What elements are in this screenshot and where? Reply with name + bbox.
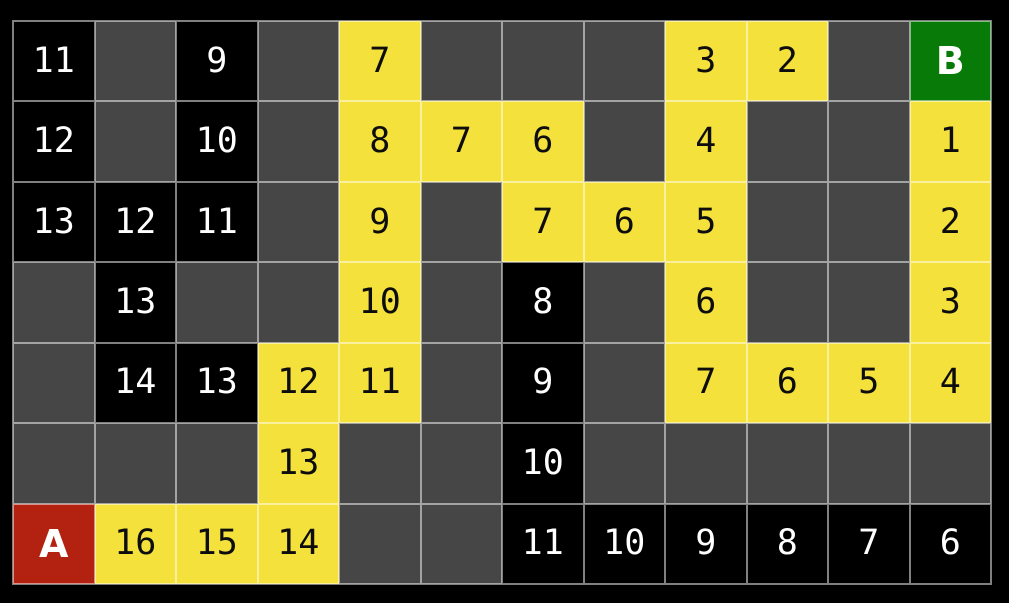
grid-cell-r7-c4[interactable]: 14: [257, 503, 339, 584]
grid-cell-r5-c9[interactable]: 7: [665, 342, 747, 424]
grid-cell-r7-c5[interactable]: [339, 503, 421, 584]
grid-cell-r7-c11[interactable]: 7: [828, 503, 910, 584]
grid-cell-r1-c1[interactable]: 11: [13, 21, 95, 102]
grid-cell-r4-c4[interactable]: [257, 262, 339, 343]
grid-cell-r2-c3[interactable]: 10: [176, 101, 258, 182]
grid-cell-r7-c3[interactable]: 15: [176, 503, 258, 584]
grid-cell-r2-c10[interactable]: [746, 101, 828, 182]
grid-cell-r5-c5[interactable]: 11: [339, 342, 421, 424]
grid-cell-r2-c8[interactable]: [583, 101, 665, 182]
grid-cell-r1-c2[interactable]: [94, 21, 176, 102]
grid-cell-r3-c2[interactable]: 12: [94, 181, 176, 263]
grid-cell-r5-c10[interactable]: 6: [746, 342, 828, 424]
grid-cell-r3-c12[interactable]: 2: [909, 181, 991, 263]
grid-cell-r2-c11[interactable]: [828, 101, 910, 182]
grid-cell-r6-c11[interactable]: [828, 423, 910, 504]
grid-cell-r2-c9[interactable]: 4: [665, 101, 747, 182]
grid-cell-r6-c5[interactable]: [339, 423, 421, 504]
grid-cell-r3-c4[interactable]: [257, 181, 339, 263]
grid-cell-r4-c7[interactable]: 8: [502, 262, 584, 343]
grid-cell-r3-c1[interactable]: 13: [13, 181, 95, 263]
grid-cell-r5-c4[interactable]: 12: [257, 342, 339, 424]
grid-cell-r6-c9[interactable]: [665, 423, 747, 504]
grid-cell-r4-c6[interactable]: [420, 262, 502, 343]
grid-cell-r6-c7[interactable]: 10: [502, 423, 584, 504]
grid-cell-r1-c10[interactable]: 2: [746, 21, 828, 102]
grid-cell-r3-c9[interactable]: 5: [665, 181, 747, 263]
start-cell-r7-c1[interactable]: A: [13, 503, 95, 584]
grid-cell-r1-c8[interactable]: [583, 21, 665, 102]
grid-cell-r4-c8[interactable]: [583, 262, 665, 343]
grid-cell-r3-c10[interactable]: [746, 181, 828, 263]
grid-cell-r6-c3[interactable]: [176, 423, 258, 504]
grid-cell-r6-c1[interactable]: [13, 423, 95, 504]
grid-cell-r5-c11[interactable]: 5: [828, 342, 910, 424]
grid-cell-r3-c7[interactable]: 7: [502, 181, 584, 263]
grid-cell-r7-c9[interactable]: 9: [665, 503, 747, 584]
grid-cell-r4-c12[interactable]: 3: [909, 262, 991, 343]
grid-cell-r3-c6[interactable]: [420, 181, 502, 263]
grid-cell-r1-c6[interactable]: [420, 21, 502, 102]
grid-cell-r7-c7[interactable]: 11: [502, 503, 584, 584]
grid-cell-r4-c2[interactable]: 13: [94, 262, 176, 343]
grid-cell-r4-c9[interactable]: 6: [665, 262, 747, 343]
grid-cell-r6-c10[interactable]: [746, 423, 828, 504]
grid-cell-r2-c7[interactable]: 6: [502, 101, 584, 182]
grid-cell-r4-c3[interactable]: [176, 262, 258, 343]
grid-cell-r5-c3[interactable]: 13: [176, 342, 258, 424]
grid-cell-r4-c1[interactable]: [13, 262, 95, 343]
grid-cell-r2-c12[interactable]: 1: [909, 101, 991, 182]
grid-cell-r4-c11[interactable]: [828, 262, 910, 343]
grid-cell-r7-c12[interactable]: 6: [909, 503, 991, 584]
pathfinding-grid: 11 9 7 3 2 B 12 10 8 7 6 4 1 13 12 11 9 7 6 5 2 13 10 8 6 3 14 13 12…: [12, 20, 992, 585]
grid-cell-r5-c2[interactable]: 14: [94, 342, 176, 424]
grid-cell-r1-c5[interactable]: 7: [339, 21, 421, 102]
grid-cell-r6-c4[interactable]: 13: [257, 423, 339, 504]
grid-cell-r3-c5[interactable]: 9: [339, 181, 421, 263]
grid-cell-r7-c6[interactable]: [420, 503, 502, 584]
grid-cell-r7-c8[interactable]: 10: [583, 503, 665, 584]
grid-cell-r6-c6[interactable]: [420, 423, 502, 504]
grid-cell-r2-c1[interactable]: 12: [13, 101, 95, 182]
grid-cell-r4-c10[interactable]: [746, 262, 828, 343]
grid-cell-r3-c11[interactable]: [828, 181, 910, 263]
grid-cell-r6-c8[interactable]: [583, 423, 665, 504]
grid-cell-r2-c2[interactable]: [94, 101, 176, 182]
grid-cell-r1-c9[interactable]: 3: [665, 21, 747, 102]
grid-cell-r6-c12[interactable]: [909, 423, 991, 504]
grid-cell-r3-c3[interactable]: 11: [176, 181, 258, 263]
grid-cell-r7-c10[interactable]: 8: [746, 503, 828, 584]
grid-cell-r1-c7[interactable]: [502, 21, 584, 102]
grid-cell-r5-c7[interactable]: 9: [502, 342, 584, 424]
grid-cell-r1-c11[interactable]: [828, 21, 910, 102]
grid-cell-r1-c4[interactable]: [257, 21, 339, 102]
grid-cell-r7-c2[interactable]: 16: [94, 503, 176, 584]
goal-cell-r1-c12[interactable]: B: [909, 21, 991, 102]
grid-cell-r6-c2[interactable]: [94, 423, 176, 504]
grid-cell-r2-c6[interactable]: 7: [420, 101, 502, 182]
grid-cell-r4-c5[interactable]: 10: [339, 262, 421, 343]
grid-cell-r3-c8[interactable]: 6: [583, 181, 665, 263]
grid-cell-r5-c12[interactable]: 4: [909, 342, 991, 424]
grid-cell-r5-c6[interactable]: [420, 342, 502, 424]
grid-cell-r5-c1[interactable]: [13, 342, 95, 424]
grid-cell-r2-c5[interactable]: 8: [339, 101, 421, 182]
grid-cell-r2-c4[interactable]: [257, 101, 339, 182]
grid-cell-r1-c3[interactable]: 9: [176, 21, 258, 102]
grid-cell-r5-c8[interactable]: [583, 342, 665, 424]
